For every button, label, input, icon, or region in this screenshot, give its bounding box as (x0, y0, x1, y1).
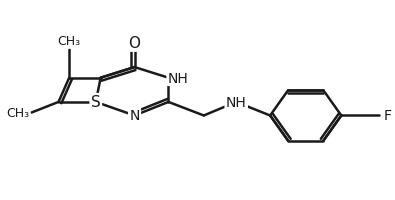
Text: O: O (128, 36, 141, 51)
Text: CH₃: CH₃ (58, 35, 81, 48)
Text: CH₃: CH₃ (6, 107, 29, 119)
Text: NH: NH (168, 71, 188, 85)
Text: F: F (384, 109, 392, 123)
Text: NH: NH (226, 95, 246, 109)
Text: N: N (130, 109, 140, 123)
Text: S: S (91, 95, 101, 110)
